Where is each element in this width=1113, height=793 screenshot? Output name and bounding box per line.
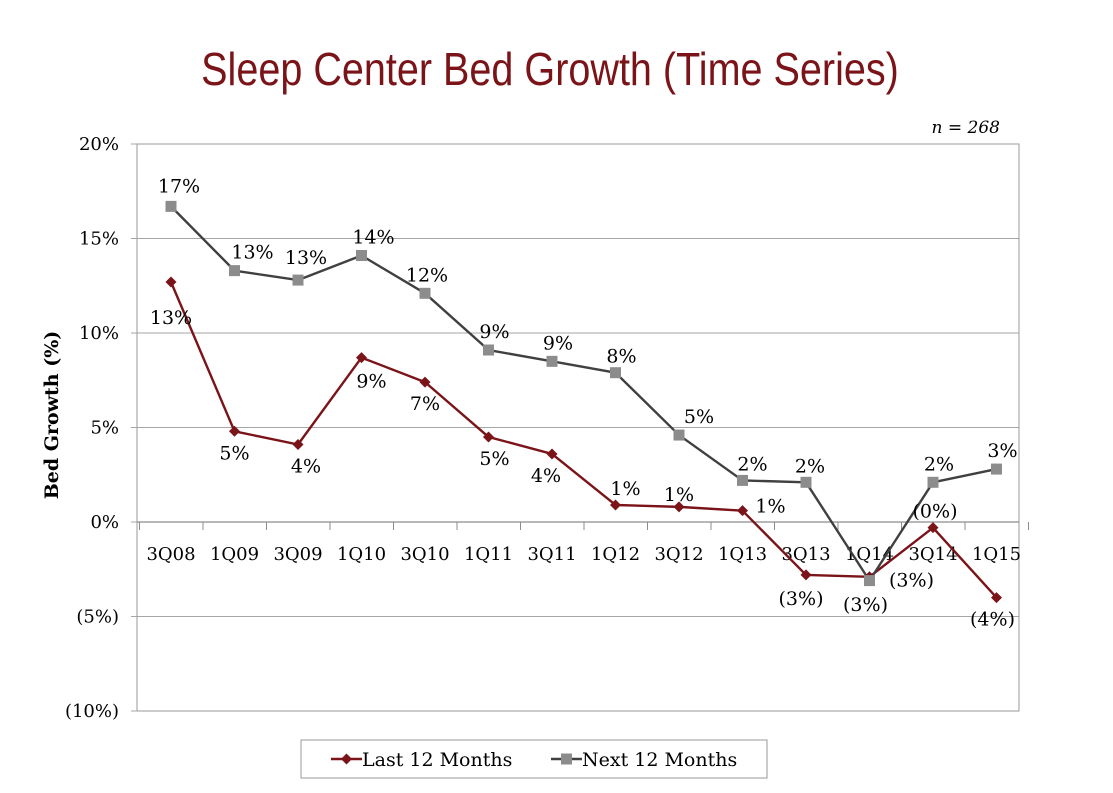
data-point-diamond (610, 499, 621, 511)
data-point-square (673, 429, 685, 441)
data-label: 1% (610, 478, 640, 500)
chart-title: Sleep Center Bed Growth (Time Series) (201, 43, 899, 95)
data-point-diamond (419, 376, 431, 388)
data-label: 12% (406, 264, 448, 286)
data-label: 2% (924, 453, 954, 475)
data-point-diamond (292, 439, 304, 451)
x-tick-label: 3Q08 (146, 544, 195, 565)
legend: Last 12 Months Next 12 Months (300, 739, 768, 779)
data-point-square (864, 575, 875, 587)
data-label: 2% (795, 455, 825, 477)
data-label: 5% (219, 442, 249, 464)
legend-marker-diamond (341, 753, 352, 765)
data-point-square (483, 344, 494, 356)
data-label: 14% (352, 227, 394, 249)
series-markers (165, 200, 1002, 604)
data-point-diamond (483, 431, 494, 443)
y-tick-label: 5% (90, 418, 119, 439)
data-labels: 13%5%4%9%7%5%4%1% 1%1%(3%) (3%)(0%)(4%)17%… (150, 175, 1018, 630)
x-tick-label: 1Q09 (210, 544, 259, 565)
y-axis-label: Bed Growth (%) (41, 331, 63, 500)
data-point-diamond (356, 352, 367, 364)
data-label: 9% (356, 371, 386, 393)
data-label: 7% (410, 393, 440, 415)
data-point-square (800, 476, 812, 488)
data-point-diamond (165, 276, 177, 288)
x-tick-label: 1Q11 (464, 544, 513, 565)
x-axis: 3Q08 1Q09 3Q09 1Q10 3Q10 1Q11 3Q11 1Q12 3Q12 1Q13… (137, 521, 1029, 565)
data-label: (4%) (970, 609, 1015, 631)
series-line-last-12-months (169, 281, 998, 599)
x-tick-label: 3Q10 (400, 544, 449, 565)
x-tick-label: 1Q13 (718, 544, 767, 565)
x-tick-label: 1Q15 (972, 544, 1021, 565)
data-label: 17% (158, 175, 200, 197)
data-point-square (927, 476, 939, 488)
data-label: 4% (531, 465, 561, 487)
data-label: 4% (291, 456, 321, 478)
data-point-square (356, 250, 367, 262)
legend-label: Last 12 Months (362, 749, 512, 771)
x-tick-label: 3Q14 (908, 544, 957, 565)
data-point-diamond (991, 592, 1002, 604)
data-label: 5% (684, 406, 714, 428)
series-line-next-12-months (170, 205, 997, 582)
data-label: (3%) (779, 588, 824, 610)
data-label: 3% (987, 440, 1017, 462)
data-point-square (610, 367, 621, 379)
data-label: (0%) (913, 501, 958, 523)
x-tick-label: 3Q12 (654, 544, 703, 565)
data-point-diamond (546, 448, 558, 460)
data-point-diamond (229, 425, 240, 437)
data-label: 13% (285, 247, 327, 269)
data-point-diamond (927, 522, 939, 534)
data-point-square (991, 463, 1002, 475)
data-point-square (165, 200, 177, 212)
data-label: 1% (664, 484, 694, 506)
y-axis-ticks: (10%) (5%) 0% 5% 10% 15% 20% (65, 134, 137, 722)
series-lines (169, 205, 998, 599)
data-label: 9% (543, 332, 573, 354)
x-tick-label: 1Q12 (591, 544, 640, 565)
y-tick-label: 20% (79, 134, 119, 155)
y-tick-label: 10% (79, 323, 119, 344)
data-point-diamond (800, 569, 812, 581)
y-tick-label: (10%) (65, 701, 119, 722)
data-point-diamond (673, 501, 685, 513)
data-label: 5% (479, 448, 509, 470)
data-point-square (737, 474, 748, 486)
data-label: 13% (231, 242, 273, 264)
data-point-square (419, 287, 431, 299)
data-label: (3%) (889, 570, 934, 592)
data-label: 13% (150, 307, 192, 329)
x-tick-label: 3Q09 (273, 544, 322, 565)
data-label: (3%) (843, 594, 888, 616)
data-label: 1% (755, 496, 785, 518)
data-label: 9% (479, 321, 509, 343)
data-label: 8% (606, 346, 636, 368)
data-label: 2% (737, 453, 767, 475)
data-point-square (229, 265, 240, 277)
legend-label: Next 12 Months (582, 749, 737, 771)
y-tick-label: (5%) (76, 607, 119, 628)
data-point-square (546, 355, 558, 367)
x-tick-label: 3Q11 (527, 544, 576, 565)
y-tick-label: 15% (79, 229, 119, 250)
x-tick-label: 1Q10 (337, 544, 386, 565)
y-tick-label: 0% (90, 512, 119, 533)
legend-marker-square (561, 753, 572, 765)
data-point-diamond (737, 505, 748, 517)
data-point-square (292, 274, 304, 286)
x-tick-label: 3Q13 (781, 544, 830, 565)
sample-size-note: n = 268 (932, 118, 1001, 138)
legend-box (300, 739, 768, 779)
